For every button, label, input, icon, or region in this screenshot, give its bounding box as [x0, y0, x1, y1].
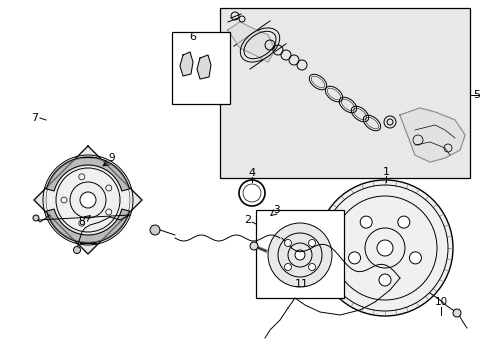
Circle shape [376, 240, 392, 256]
Circle shape [33, 215, 39, 221]
Circle shape [267, 223, 331, 287]
Circle shape [308, 264, 315, 270]
Circle shape [80, 192, 96, 208]
Circle shape [316, 180, 452, 316]
Polygon shape [46, 209, 129, 243]
Circle shape [284, 239, 291, 247]
Bar [256, 210, 343, 298]
Polygon shape [399, 108, 464, 162]
Circle shape [452, 309, 460, 317]
Circle shape [360, 216, 371, 228]
Circle shape [308, 239, 315, 247]
Text: 7: 7 [31, 113, 39, 123]
Circle shape [284, 264, 291, 270]
Text: 2: 2 [244, 215, 251, 225]
Text: 9: 9 [108, 153, 115, 163]
Text: 11: 11 [294, 279, 308, 289]
Polygon shape [227, 22, 274, 62]
Bar [220, 8, 469, 178]
Bar [172, 32, 229, 104]
Circle shape [348, 252, 360, 264]
Text: 4: 4 [248, 168, 255, 178]
Text: 8: 8 [79, 217, 85, 227]
Polygon shape [180, 52, 193, 76]
Circle shape [150, 225, 160, 235]
Circle shape [43, 155, 133, 245]
Polygon shape [46, 157, 129, 191]
Circle shape [408, 252, 421, 264]
Text: 5: 5 [472, 90, 480, 100]
Circle shape [73, 247, 81, 253]
Text: 10: 10 [433, 297, 447, 307]
Text: 6: 6 [189, 32, 196, 42]
Circle shape [397, 216, 409, 228]
Polygon shape [197, 55, 210, 79]
Circle shape [378, 274, 390, 286]
Circle shape [249, 242, 258, 250]
Circle shape [294, 250, 305, 260]
Text: 1: 1 [382, 167, 389, 177]
Text: 3: 3 [272, 205, 279, 215]
Polygon shape [34, 146, 142, 254]
